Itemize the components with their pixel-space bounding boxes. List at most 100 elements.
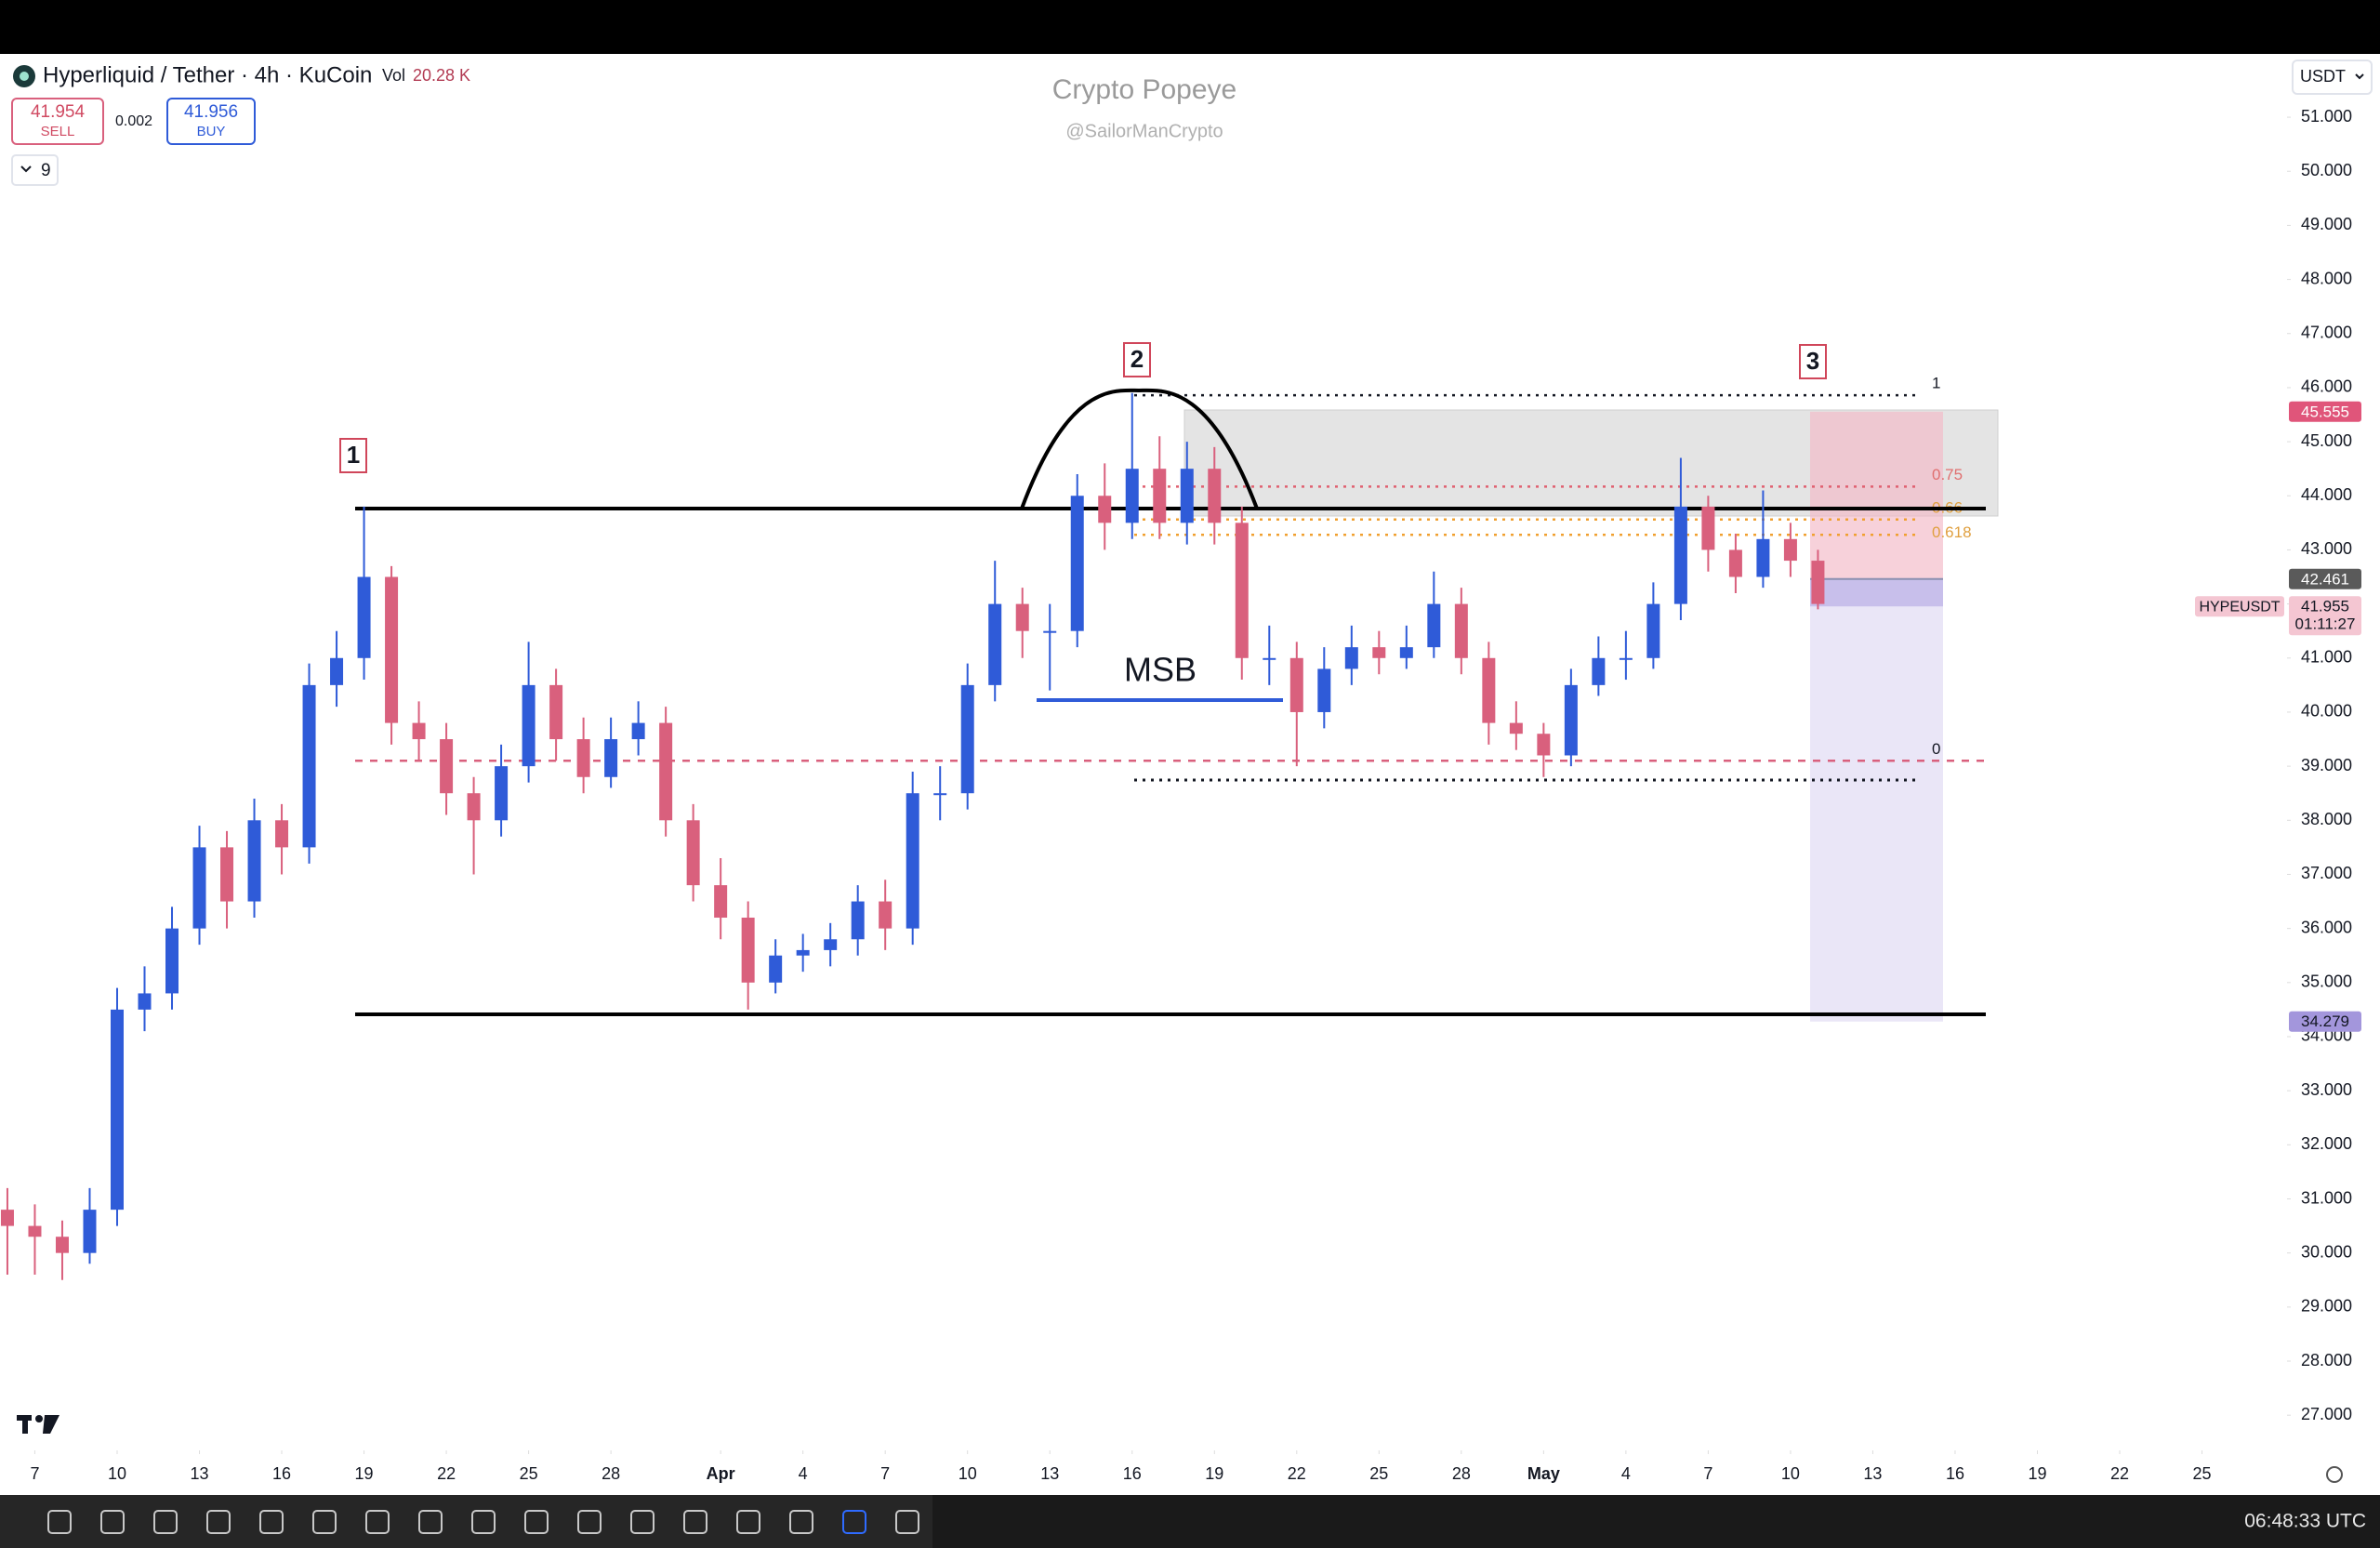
y-tick-label: 50.000 [2301, 161, 2352, 179]
tv-logo [22, 1415, 28, 1434]
x-tick-label: 13 [191, 1464, 209, 1483]
entry-tag-bg [2289, 568, 2361, 589]
candle-body [906, 793, 919, 929]
tool-icon[interactable] [895, 1510, 919, 1534]
buy-label[interactable]: BUY [197, 124, 226, 139]
candle-body [1728, 549, 1742, 577]
candle-body [1783, 538, 1797, 562]
y-tick-label: 48.000 [2301, 269, 2352, 287]
tool-icon[interactable] [683, 1510, 707, 1534]
tool-icon[interactable] [736, 1510, 760, 1534]
x-tick-label: 13 [1863, 1464, 1882, 1483]
candle-body [1125, 469, 1139, 523]
x-tick-label: 16 [1946, 1464, 1964, 1483]
y-tick-label: 31.000 [2301, 1188, 2352, 1207]
candle-body [1317, 668, 1331, 712]
clock: 06:48:33 UTC [2244, 1511, 2366, 1532]
candle-body [796, 949, 810, 956]
last-tag-bg [2289, 596, 2361, 636]
tool-icon[interactable] [789, 1510, 813, 1534]
candle-body [933, 793, 947, 796]
x-tick-label: Apr [707, 1464, 735, 1483]
fib-label: 0.618 [1932, 523, 1972, 541]
x-tick-label: 25 [2193, 1464, 2212, 1483]
tool-icon[interactable] [206, 1510, 231, 1534]
candle-body [604, 739, 618, 777]
msb-label: MSB [1124, 651, 1197, 689]
candle-body [0, 1210, 14, 1226]
chevron-icon [2355, 73, 2364, 80]
tool-icon[interactable] [524, 1510, 549, 1534]
indicators-toggle[interactable] [11, 154, 59, 186]
currency-label[interactable]: USDT [2300, 67, 2346, 86]
candle-body [1344, 647, 1358, 669]
symbol-icon-inner [20, 72, 29, 81]
tool-icon[interactable] [259, 1510, 284, 1534]
arch [1020, 388, 1259, 509]
x-tick-label: 4 [799, 1464, 808, 1483]
buy-button[interactable] [166, 98, 256, 145]
x-tick-label: 25 [1369, 1464, 1388, 1483]
candle-body [138, 993, 152, 1010]
candle-body [1482, 657, 1496, 723]
candle-body [714, 885, 728, 919]
sell-price[interactable]: 41.954 [31, 102, 86, 122]
candle-body [1701, 506, 1715, 550]
tool-icon[interactable] [842, 1510, 866, 1534]
y-tick-label: 41.000 [2301, 648, 2352, 667]
candle-body [549, 684, 563, 740]
candle-body [1811, 561, 1825, 604]
tool-icon[interactable] [100, 1510, 125, 1534]
y-tick-label: 37.000 [2301, 864, 2352, 882]
tool-icon[interactable] [577, 1510, 602, 1534]
candle-body [1153, 469, 1167, 523]
y-tick-label: 27.000 [2301, 1405, 2352, 1423]
candle-body [1043, 630, 1057, 633]
tool-icon[interactable] [630, 1510, 654, 1534]
tool-icon[interactable] [365, 1510, 390, 1534]
stop-tag-bg [2289, 1011, 2361, 1032]
y-tick-label: 33.000 [2301, 1080, 2352, 1099]
sell-label[interactable]: SELL [41, 124, 75, 139]
settings-icon[interactable] [2326, 1466, 2343, 1483]
candle-body [247, 820, 261, 902]
entry-tag: 42.461 [2301, 570, 2349, 588]
candle-body [83, 1210, 97, 1253]
x-tick-label: 19 [1205, 1464, 1223, 1483]
tool-icon[interactable] [418, 1510, 443, 1534]
tool-icon[interactable] [47, 1510, 72, 1534]
sell-button[interactable] [11, 98, 104, 145]
y-tick-label: 43.000 [2301, 539, 2352, 558]
candle-body [330, 657, 344, 685]
candle-body [960, 684, 974, 794]
currency-select[interactable] [2292, 60, 2373, 95]
candle-body [1180, 469, 1194, 523]
candle-body [357, 576, 371, 658]
tool-icon[interactable] [312, 1510, 337, 1534]
y-tick-label: 45.000 [2301, 431, 2352, 450]
candle-body [686, 820, 700, 886]
tool-icon[interactable] [153, 1510, 178, 1534]
x-tick-label: 7 [30, 1464, 39, 1483]
y-tick-label: 29.000 [2301, 1297, 2352, 1316]
candle-body [28, 1225, 42, 1237]
volume-label: Vol [382, 66, 405, 85]
indicators-count[interactable]: 9 [41, 161, 51, 180]
candle-body [385, 576, 399, 723]
y-tick-label: 35.000 [2301, 972, 2352, 991]
y-tick-label: 44.000 [2301, 485, 2352, 504]
target-tag: 45.555 [2301, 403, 2349, 420]
x-tick-label: 10 [108, 1464, 126, 1483]
symbol-title[interactable]: Hyperliquid / Tether · 4h · KuCoin [43, 62, 372, 87]
top-bar [0, 0, 2380, 54]
symbol-tag-bg [2195, 596, 2284, 617]
candle-body [220, 847, 234, 902]
buy-price[interactable]: 41.956 [184, 102, 238, 122]
tool-icon[interactable] [471, 1510, 496, 1534]
wave-marker: 3 [1806, 347, 1819, 375]
wave-marker: 1 [347, 441, 360, 469]
x-tick-label: 4 [1621, 1464, 1631, 1483]
x-tick-label: 22 [437, 1464, 456, 1483]
candle-body [631, 722, 645, 740]
